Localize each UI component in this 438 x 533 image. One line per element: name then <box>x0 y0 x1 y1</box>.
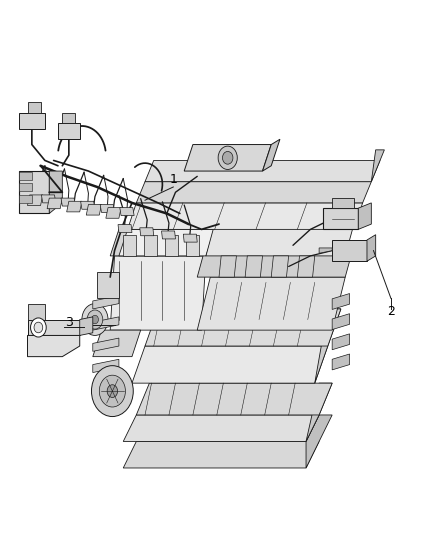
Polygon shape <box>332 314 350 329</box>
Polygon shape <box>271 256 289 277</box>
Circle shape <box>34 322 43 333</box>
Polygon shape <box>332 294 350 310</box>
Polygon shape <box>306 415 332 468</box>
Polygon shape <box>58 123 80 139</box>
Circle shape <box>92 316 99 324</box>
Polygon shape <box>19 172 32 180</box>
Polygon shape <box>367 235 376 261</box>
Polygon shape <box>93 359 119 373</box>
Polygon shape <box>110 256 206 330</box>
Polygon shape <box>165 235 178 256</box>
Polygon shape <box>206 224 354 256</box>
Polygon shape <box>332 240 367 261</box>
Polygon shape <box>47 198 62 209</box>
Polygon shape <box>262 139 280 171</box>
Polygon shape <box>245 256 262 277</box>
Circle shape <box>82 304 108 335</box>
Text: 1: 1 <box>170 173 177 185</box>
Circle shape <box>31 318 46 337</box>
Polygon shape <box>106 208 121 218</box>
Polygon shape <box>93 330 141 357</box>
Circle shape <box>223 151 233 164</box>
Polygon shape <box>62 113 75 123</box>
Polygon shape <box>93 338 119 351</box>
Polygon shape <box>323 208 358 229</box>
Polygon shape <box>42 195 56 203</box>
Polygon shape <box>332 354 350 370</box>
Polygon shape <box>140 228 154 236</box>
Polygon shape <box>19 171 49 214</box>
Text: 2: 2 <box>387 305 395 318</box>
Polygon shape <box>184 144 271 171</box>
Polygon shape <box>28 195 43 206</box>
Polygon shape <box>197 245 354 277</box>
Polygon shape <box>19 183 32 191</box>
Polygon shape <box>81 201 95 209</box>
Circle shape <box>92 366 133 417</box>
Circle shape <box>218 146 237 169</box>
Polygon shape <box>86 205 102 215</box>
Polygon shape <box>162 231 176 239</box>
Polygon shape <box>145 309 341 346</box>
Polygon shape <box>19 113 45 128</box>
Polygon shape <box>110 229 215 256</box>
Polygon shape <box>67 201 82 212</box>
Polygon shape <box>80 317 93 335</box>
Polygon shape <box>127 203 363 229</box>
Polygon shape <box>123 441 319 468</box>
Polygon shape <box>28 304 45 319</box>
Polygon shape <box>315 309 341 383</box>
Polygon shape <box>136 383 332 415</box>
Polygon shape <box>132 346 328 383</box>
Polygon shape <box>119 229 215 256</box>
Polygon shape <box>28 319 80 335</box>
Text: 3: 3 <box>65 316 73 329</box>
Polygon shape <box>332 334 350 350</box>
Polygon shape <box>332 198 354 208</box>
Polygon shape <box>297 256 315 277</box>
Polygon shape <box>184 234 197 242</box>
Polygon shape <box>93 317 119 330</box>
Circle shape <box>87 310 103 329</box>
Polygon shape <box>319 248 332 253</box>
Polygon shape <box>219 256 237 277</box>
Circle shape <box>107 385 117 398</box>
Polygon shape <box>28 102 41 113</box>
Polygon shape <box>144 235 157 256</box>
Polygon shape <box>61 198 75 206</box>
Polygon shape <box>118 224 132 232</box>
Polygon shape <box>358 203 371 229</box>
Polygon shape <box>97 272 119 298</box>
Polygon shape <box>145 160 380 182</box>
Polygon shape <box>123 415 319 441</box>
Polygon shape <box>120 208 134 216</box>
Polygon shape <box>123 235 136 256</box>
Polygon shape <box>28 335 80 357</box>
Polygon shape <box>49 171 62 214</box>
Polygon shape <box>93 296 119 309</box>
Polygon shape <box>136 182 371 203</box>
Polygon shape <box>371 150 385 182</box>
Polygon shape <box>19 195 32 203</box>
Polygon shape <box>100 205 115 213</box>
Polygon shape <box>186 235 199 256</box>
Polygon shape <box>306 383 332 441</box>
Polygon shape <box>197 277 345 330</box>
Circle shape <box>99 375 125 407</box>
